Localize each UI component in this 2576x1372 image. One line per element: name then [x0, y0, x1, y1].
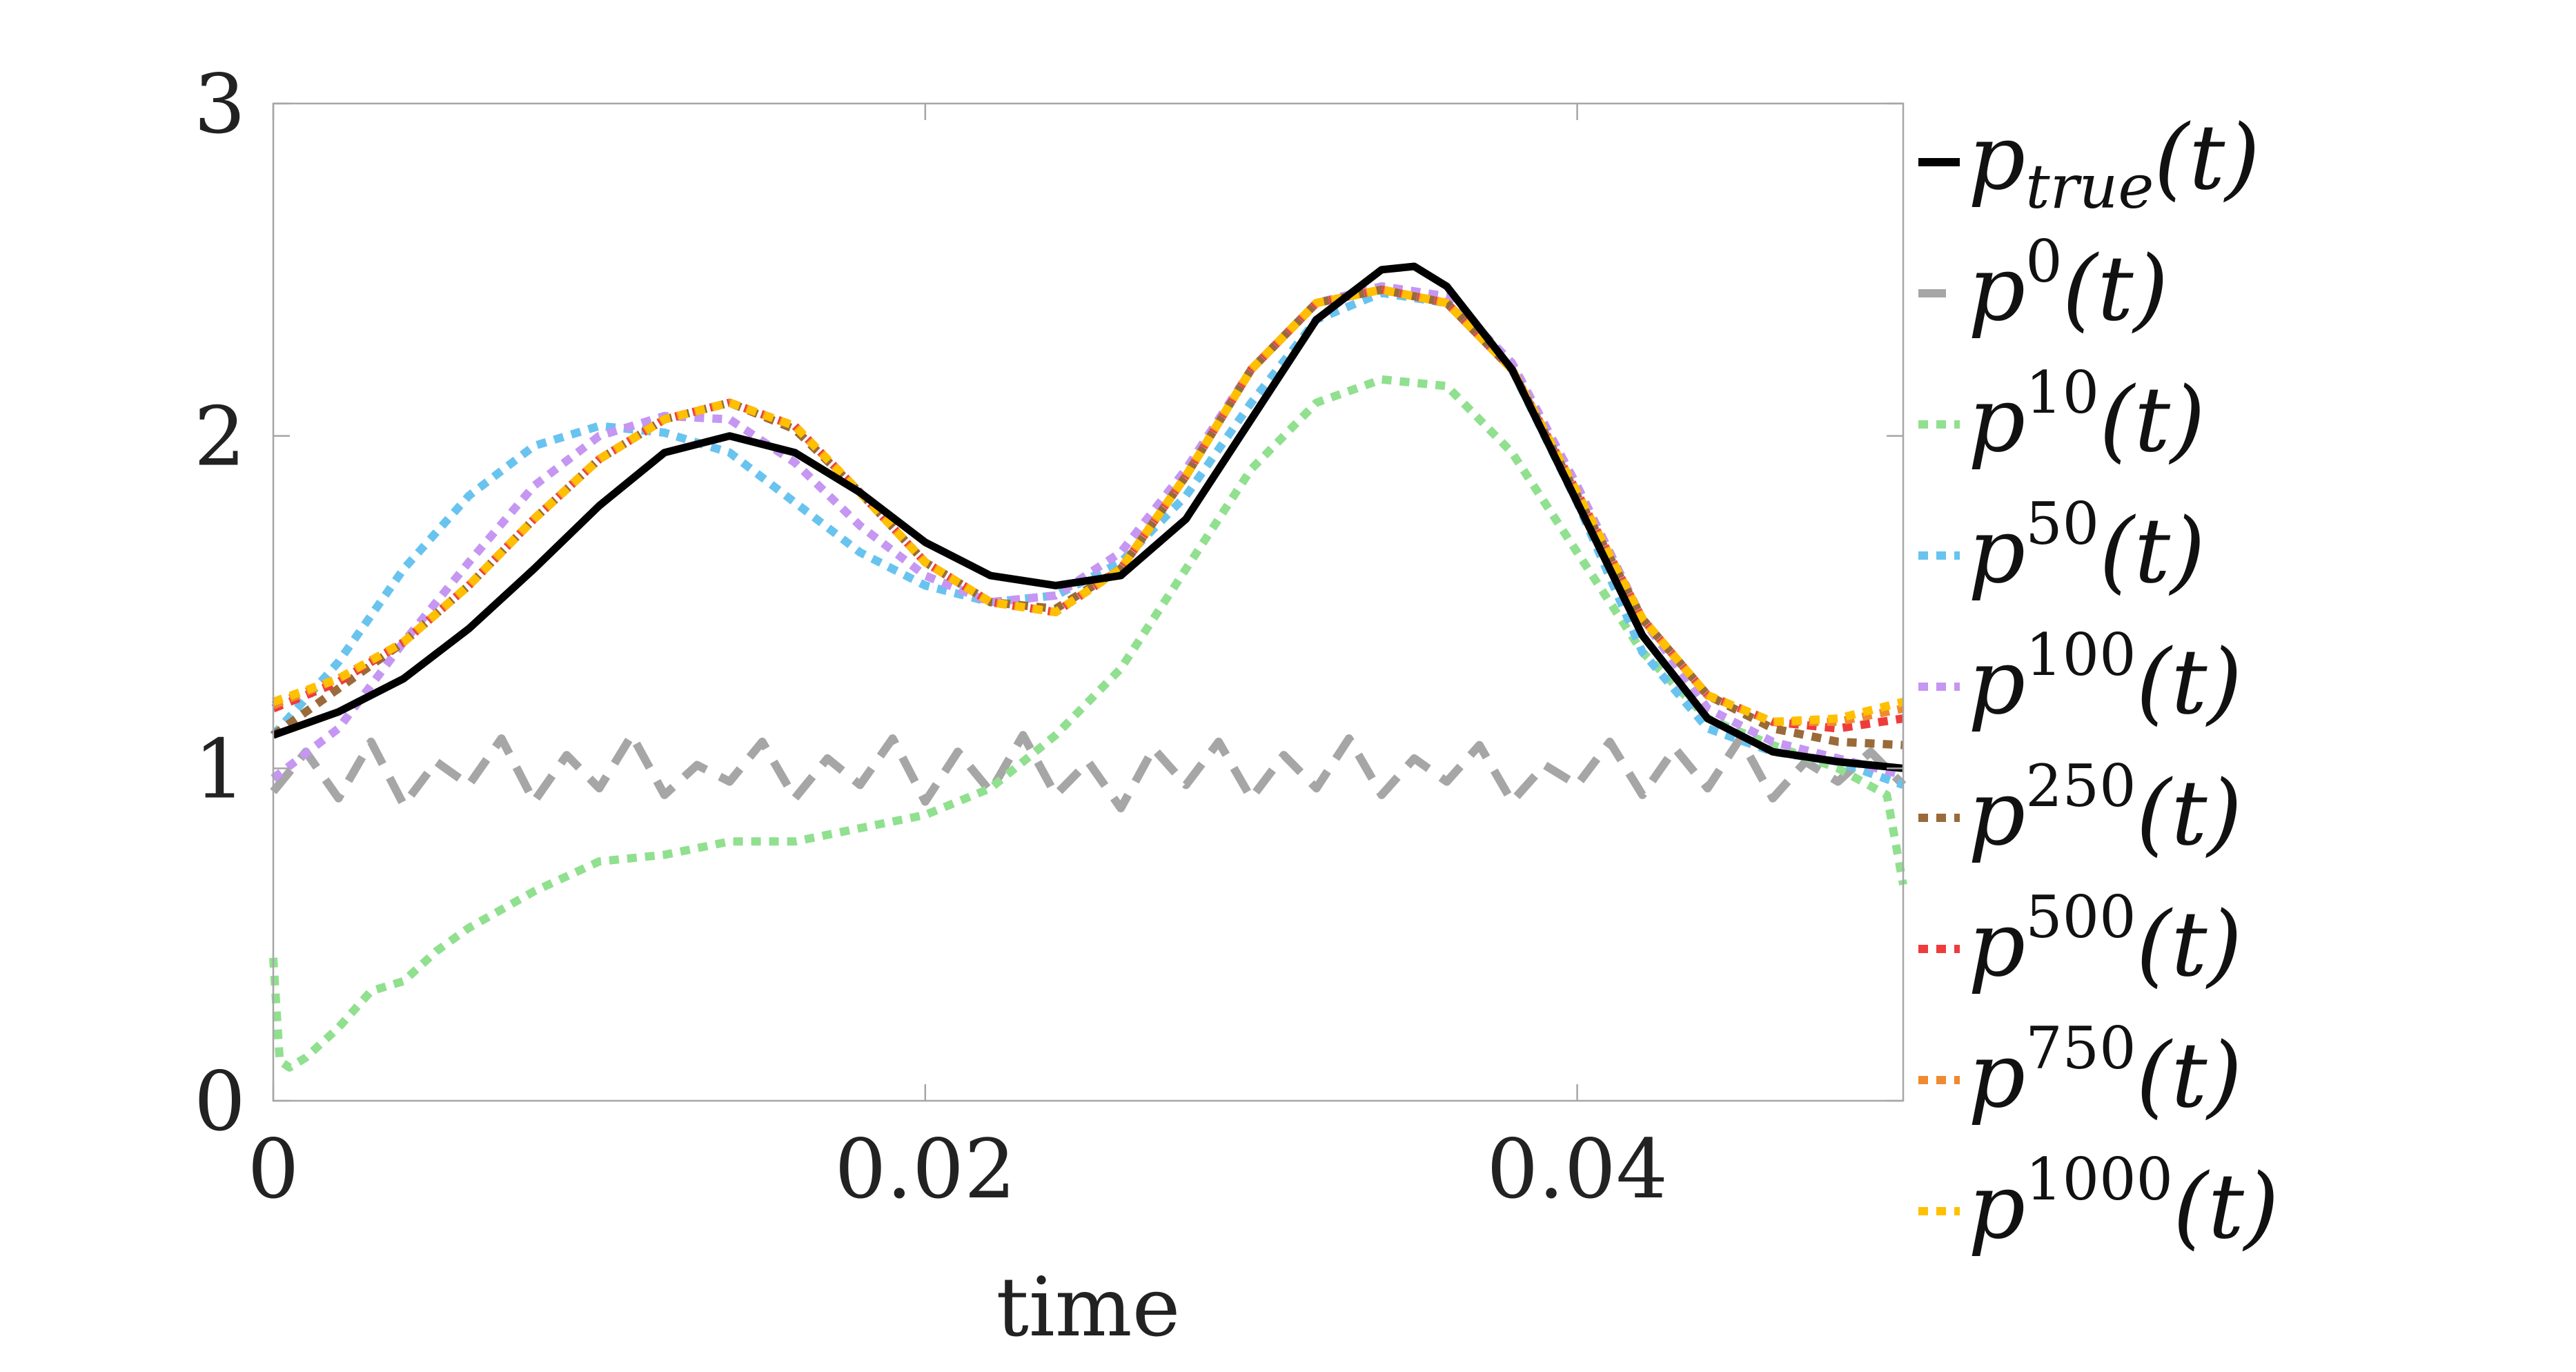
legend-label-base: p	[1968, 1023, 2025, 1128]
series-line-1	[270, 731, 1907, 813]
legend-label-argument: (t)	[2136, 892, 2243, 997]
x-tick-label: 0.02	[834, 1121, 1016, 1217]
legend-label: p0(t)	[1968, 228, 2168, 341]
series-line-8	[271, 285, 1905, 726]
legend-label-argument: (t)	[2154, 105, 2260, 210]
legend-label-superscript: 10	[2025, 359, 2099, 427]
legend-label-base: p	[1968, 105, 2025, 210]
legend-label-argument: (t)	[2173, 1154, 2279, 1259]
legend-label-base: p	[1968, 498, 2025, 603]
legend-label-superscript: 1000	[2025, 1146, 2173, 1213]
legend-label-superscript: 100	[2025, 621, 2136, 689]
legend-label: p100(t)	[1968, 621, 2242, 734]
legend-label-base: p	[1968, 629, 2025, 734]
y-tick-label: 1	[194, 721, 246, 816]
x-tick-label: 0	[247, 1121, 299, 1217]
legend-label-base: p	[1968, 236, 2025, 341]
x-tick-label: 0.04	[1486, 1121, 1668, 1217]
legend-label-base: p	[1968, 1154, 2025, 1259]
legend-label-base: p	[1968, 367, 2025, 472]
legend-label-argument: (t)	[2136, 761, 2243, 865]
y-tick-label: 0	[194, 1054, 246, 1149]
legend-label: p50(t)	[1968, 490, 2205, 603]
legend-label-base: p	[1968, 761, 2025, 865]
legend-label-argument: (t)	[2099, 367, 2205, 472]
series-line-0	[272, 262, 1904, 772]
legend-label: p750(t)	[1968, 1015, 2242, 1128]
legend-label-argument: (t)	[2099, 498, 2205, 603]
y-tick-label: 3	[194, 57, 246, 152]
legend-label-superscript: 0	[2025, 228, 2062, 295]
legend: ptrue(t)p0(t)p10(t)p50(t)p100(t)p250(t)p…	[1918, 105, 2279, 1259]
legend-label-argument: (t)	[2136, 629, 2243, 734]
x-axis-title: time	[996, 1260, 1181, 1355]
legend-label: ptrue(t)	[1968, 105, 2260, 222]
legend-label: p1000(t)	[1968, 1146, 2279, 1259]
legend-label: p250(t)	[1968, 752, 2242, 865]
legend-label-base: p	[1968, 892, 2025, 997]
plot-background	[273, 104, 1903, 1101]
legend-label-subscript: true	[2025, 151, 2154, 222]
legend-label-argument: (t)	[2063, 236, 2169, 341]
series-layer	[269, 262, 1907, 1072]
legend-label-superscript: 250	[2025, 752, 2136, 820]
series-line-3	[270, 288, 1905, 790]
y-tick-label: 2	[194, 389, 246, 484]
ticks-layer: 0 0.02 0.04 0 1 2 3	[194, 57, 1903, 1217]
legend-label-superscript: 500	[2025, 883, 2136, 951]
legend-label: p10(t)	[1968, 359, 2205, 472]
legend-label: p500(t)	[1968, 883, 2242, 997]
legend-label-superscript: 750	[2025, 1015, 2136, 1082]
legend-label-superscript: 50	[2025, 490, 2099, 558]
legend-label-argument: (t)	[2136, 1023, 2243, 1128]
plot-frame	[272, 102, 1905, 1102]
